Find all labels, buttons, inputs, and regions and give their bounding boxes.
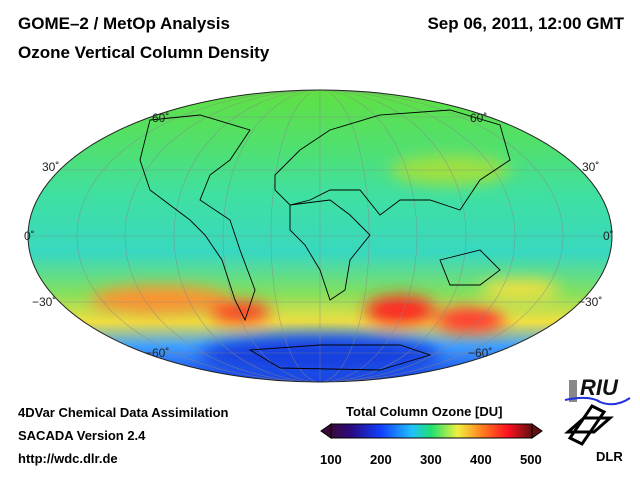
lat-label-right: 0˚: [603, 229, 614, 243]
lat-label-right: −60˚: [468, 346, 493, 360]
dlr-logo-text: DLR: [596, 449, 623, 464]
colorbar-tick: 500: [520, 452, 542, 467]
footer-url: http://wdc.dlr.de: [18, 451, 118, 466]
lat-label-right: 60˚: [470, 111, 488, 125]
colorbar: [320, 423, 543, 439]
graticule: [28, 90, 612, 382]
colorbar-tick: 300: [420, 452, 442, 467]
riu-logo: [564, 380, 631, 406]
riu-logo-text: RIU: [580, 375, 618, 400]
footer-line-2: SACADA Version 2.4: [18, 428, 146, 443]
lat-label-left: 0˚: [24, 229, 35, 243]
coastlines: [139, 109, 511, 371]
colorbar-tick: 200: [370, 452, 392, 467]
dlr-logo: [564, 404, 614, 446]
lat-label-right: −30˚: [578, 295, 603, 309]
lat-label-left: −60˚: [145, 346, 170, 360]
footer-line-1: 4DVar Chemical Data Assimilation: [18, 405, 229, 420]
subtitle: Ozone Vertical Column Density: [18, 43, 270, 62]
colorbar-title: Total Column Ozone [DU]: [346, 404, 503, 419]
colorbar-tick: 100: [320, 452, 342, 467]
lat-label-left: −30˚: [32, 295, 57, 309]
title: GOME–2 / MetOp Analysis: [18, 14, 230, 33]
lat-label-right: 30˚: [582, 160, 600, 174]
colorbar-tick: 400: [470, 452, 492, 467]
lat-label-left: 30˚: [42, 160, 60, 174]
datetime: Sep 06, 2011, 12:00 GMT: [427, 14, 624, 33]
lat-label-left: 60˚: [152, 111, 170, 125]
